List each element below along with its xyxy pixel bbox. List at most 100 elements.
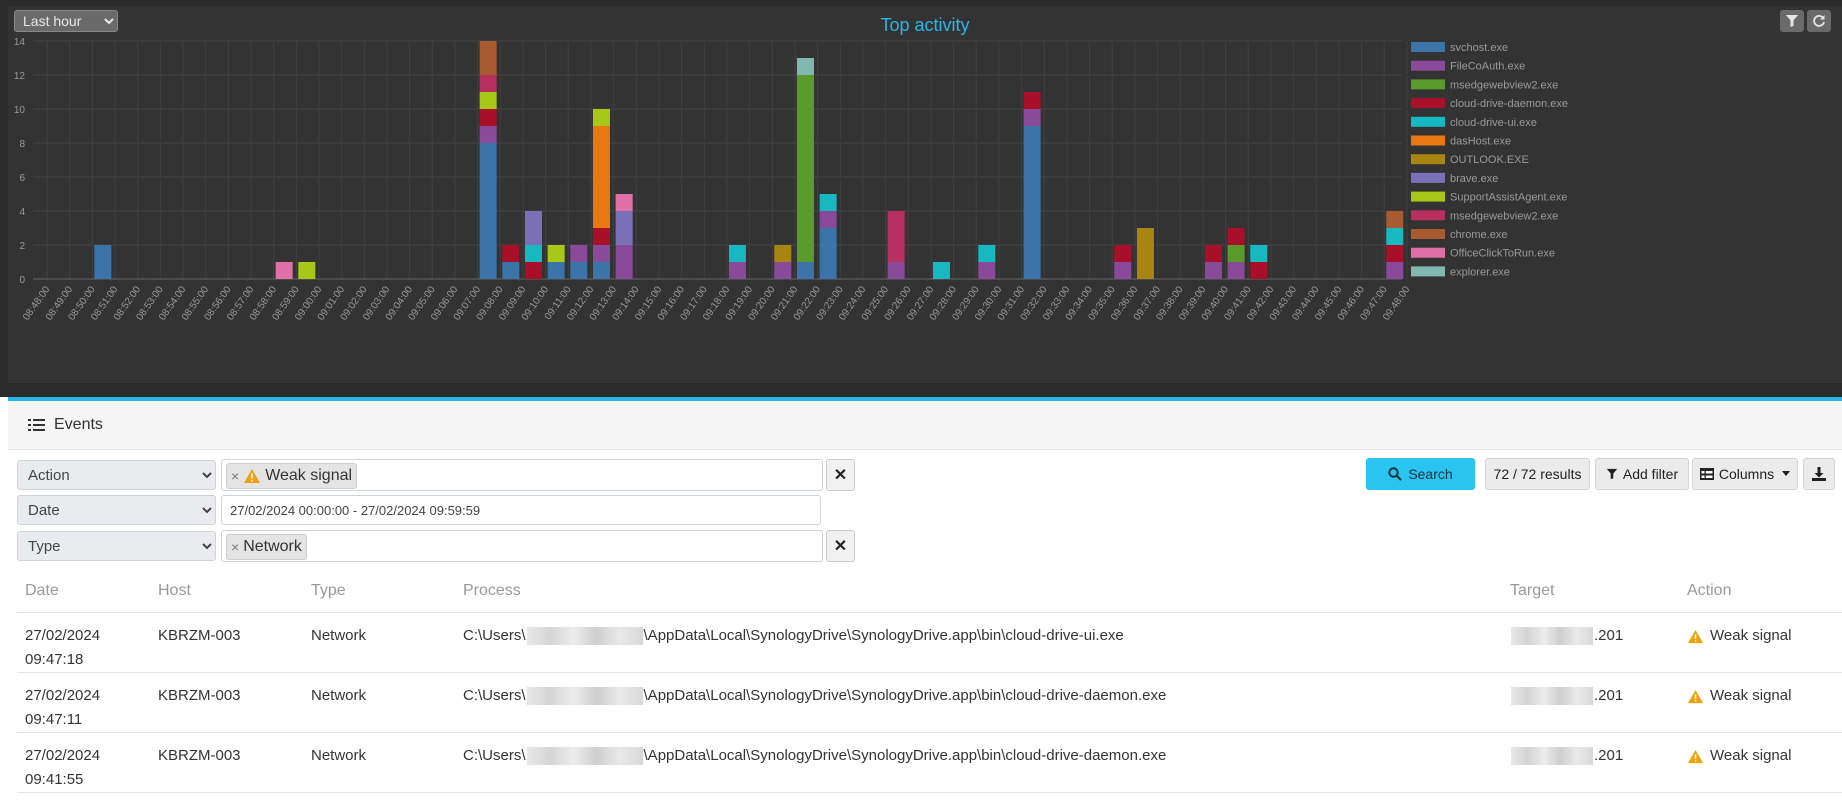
events-title: Events — [54, 416, 103, 433]
legend-label: FileCoAuth.exe — [1450, 61, 1525, 73]
filter-chart-button[interactable] — [1780, 10, 1804, 32]
bar-segment — [592, 228, 610, 245]
bar-segment — [1250, 245, 1268, 262]
bar-segment — [592, 245, 610, 262]
filter-value-action[interactable]: × Weak signal — [221, 459, 823, 491]
time-range-select[interactable]: Last hour — [14, 10, 118, 32]
filter-field-select-action[interactable]: Action — [17, 460, 216, 490]
bar-segment — [728, 245, 746, 262]
funnel-icon — [1606, 468, 1618, 480]
bar-segment — [1136, 228, 1154, 279]
cell-process: C:\Users\ \AppData\Local\SynologyDrive\Sy… — [455, 732, 1502, 793]
event-date: 27/02/2024 — [25, 627, 101, 644]
download-button[interactable] — [1803, 458, 1835, 490]
remove-tag-icon[interactable]: × — [231, 468, 240, 484]
bar-segment — [1204, 262, 1222, 279]
y-tick-label: 8 — [19, 139, 25, 150]
filter-field-select-type[interactable]: Type — [17, 531, 216, 561]
bar-segment — [819, 194, 837, 211]
chart-panel: Last hour Top activity 0 2 4 6 8 10 12 14 08:48:… — [0, 0, 1842, 397]
cell-action: Weak signal — [1679, 612, 1842, 673]
cell-process: C:\Users\ \AppData\Local\SynologyDrive\Sy… — [455, 612, 1502, 673]
refresh-chart-button[interactable] — [1807, 10, 1831, 32]
redacted-ip — [1511, 687, 1593, 706]
legend-label: dasHost.exe — [1450, 136, 1511, 148]
bar-segment — [524, 211, 542, 245]
events-header: Events — [8, 401, 1842, 450]
table-row[interactable]: 27/02/2024 09:47:18 KBRZM-003 Network C:\Use… — [17, 612, 1842, 673]
table-row[interactable]: 27/02/2024 09:47:11 KBRZM-003 Network C:\Use… — [17, 672, 1842, 733]
cell-action: Weak signal — [1679, 672, 1842, 733]
section-divider — [8, 397, 1842, 401]
cell-type: Network — [303, 612, 455, 673]
column-header-process[interactable]: Process — [455, 570, 1502, 613]
column-header-type[interactable]: Type — [303, 570, 455, 613]
legend-label: brave.exe — [1450, 173, 1498, 185]
legend-label: msedgewebview2.exe — [1450, 79, 1558, 91]
process-path-start: C:\Users\ — [463, 687, 526, 704]
redacted-username — [526, 687, 643, 706]
bar-segment — [479, 126, 497, 143]
chart-area — [8, 6, 1842, 383]
bar-segment — [1023, 109, 1041, 126]
y-tick-label: 10 — [14, 105, 26, 116]
bar-segment — [774, 262, 792, 279]
action-label: Weak signal — [1710, 627, 1792, 644]
add-filter-label: Add filter — [1622, 466, 1679, 482]
caret-down-icon — [1782, 471, 1791, 476]
legend-swatch — [1411, 98, 1445, 109]
bar-segment — [615, 245, 633, 279]
cell-process: C:\Users\ \AppData\Local\SynologyDrive\Sy… — [455, 672, 1502, 733]
refresh-icon — [1813, 15, 1825, 27]
bar-segment — [1250, 262, 1268, 279]
bar-segment — [819, 211, 837, 228]
table-row[interactable]: 27/02/2024 09:41:55 KBRZM-003 Network C:\Use… — [17, 732, 1842, 793]
legend-swatch — [1411, 247, 1445, 258]
filter-tag-label: Weak signal — [265, 467, 353, 484]
date-range-input[interactable]: 27/02/2024 00:00:00 - 27/02/2024 09:59:5… — [221, 495, 821, 525]
columns-button[interactable]: Columns — [1692, 458, 1798, 490]
cell-date: 27/02/2024 09:41:55 — [17, 732, 150, 793]
column-header-date[interactable]: Date — [17, 570, 150, 613]
column-header-action[interactable]: Action — [1679, 570, 1842, 613]
cell-type: Network — [303, 732, 455, 793]
process-path-end: \AppData\Local\SynologyDrive\SynologyDri… — [643, 627, 1124, 644]
search-icon — [1388, 467, 1403, 481]
bar-segment — [547, 262, 565, 279]
column-header-target[interactable]: Target — [1502, 570, 1679, 613]
y-tick-label: 6 — [19, 173, 25, 184]
bar-segment — [479, 75, 497, 92]
bar-segment — [1227, 228, 1245, 245]
cell-target: .201 — [1502, 732, 1679, 793]
column-header-host[interactable]: Host — [150, 570, 303, 613]
cell-target: .201 — [1502, 672, 1679, 733]
clear-action-filter-button[interactable]: ✕ — [826, 459, 855, 491]
bar-segment — [887, 211, 905, 262]
funnel-icon — [1786, 15, 1798, 27]
cell-target: .201 — [1502, 612, 1679, 673]
search-button[interactable]: Search — [1366, 458, 1475, 490]
legend-label: OfficeClickToRun.exe — [1450, 248, 1555, 260]
chart-title: Top activity — [880, 15, 970, 35]
redacted-ip — [1511, 747, 1593, 766]
cell-host: KBRZM-003 — [150, 612, 303, 673]
bar-segment — [275, 262, 293, 279]
remove-tag-icon[interactable]: × — [231, 539, 240, 555]
add-filter-button[interactable]: Add filter — [1595, 458, 1689, 490]
legend-label: OUTLOOK.EXE — [1450, 154, 1529, 166]
filter-field-select-date[interactable]: Date — [17, 495, 216, 525]
clear-type-filter-button[interactable]: ✕ — [826, 530, 855, 562]
bar-segment — [479, 92, 497, 109]
target-suffix: .201 — [1594, 687, 1624, 704]
target-suffix: .201 — [1594, 747, 1624, 764]
bar-segment — [1386, 262, 1404, 279]
bar-segment — [1227, 245, 1245, 262]
bar-segment — [502, 262, 520, 279]
filter-value-type[interactable]: × Network — [221, 530, 823, 562]
legend-swatch — [1411, 135, 1445, 146]
legend-swatch — [1411, 172, 1445, 183]
legend-label: cloud-drive-ui.exe — [1450, 117, 1537, 129]
bar-segment — [774, 245, 792, 262]
bar-segment — [570, 245, 588, 262]
filter-tag-weak-signal: × Weak signal — [226, 463, 358, 489]
